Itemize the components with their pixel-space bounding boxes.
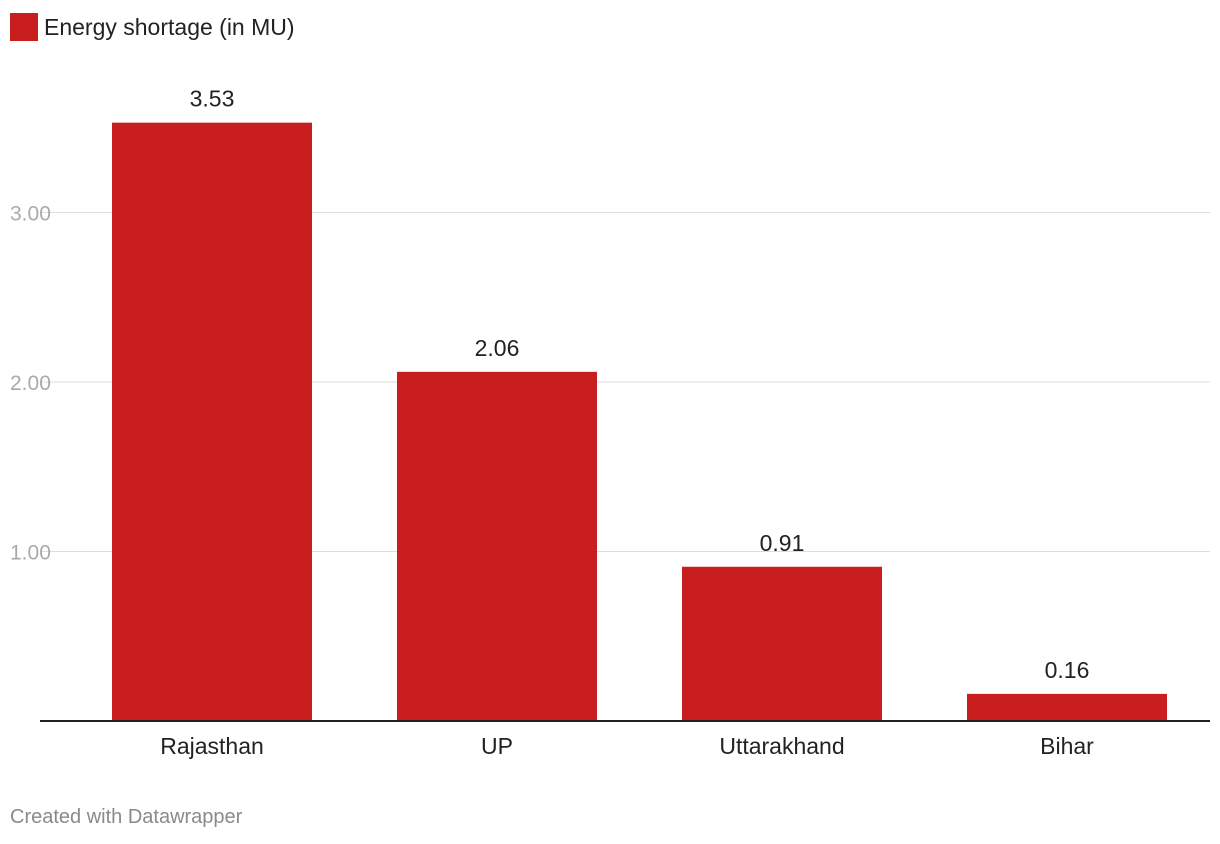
bar [397,371,597,721]
y-tick-label: 1.00 [10,542,51,565]
x-tick-label: Rajasthan [160,733,264,759]
bar [682,566,882,721]
x-tick-label: Uttarakhand [719,733,844,759]
legend-swatch [10,13,38,41]
bar-chart: 1.00 2.00 3.00 3.53 Rajasthan 2.06 UP 0.91 Uttar… [10,86,1210,759]
x-tick-label: Bihar [1040,733,1094,759]
legend: Energy shortage (in MU) [10,12,295,42]
legend-label: Energy shortage (in MU) [44,13,295,40]
bar-value-label: 0.16 [1045,657,1090,683]
y-tick-label: 3.00 [10,203,51,226]
footer-credit: Created with Datawrapper [10,806,243,828]
bar-value-label: 3.53 [190,86,235,112]
y-tick-label: 2.00 [10,372,51,395]
x-tick-label: UP [481,733,513,759]
bar-value-label: 2.06 [475,335,520,361]
bar-value-label: 0.91 [760,530,805,556]
bar [112,122,312,722]
bar [967,693,1167,721]
